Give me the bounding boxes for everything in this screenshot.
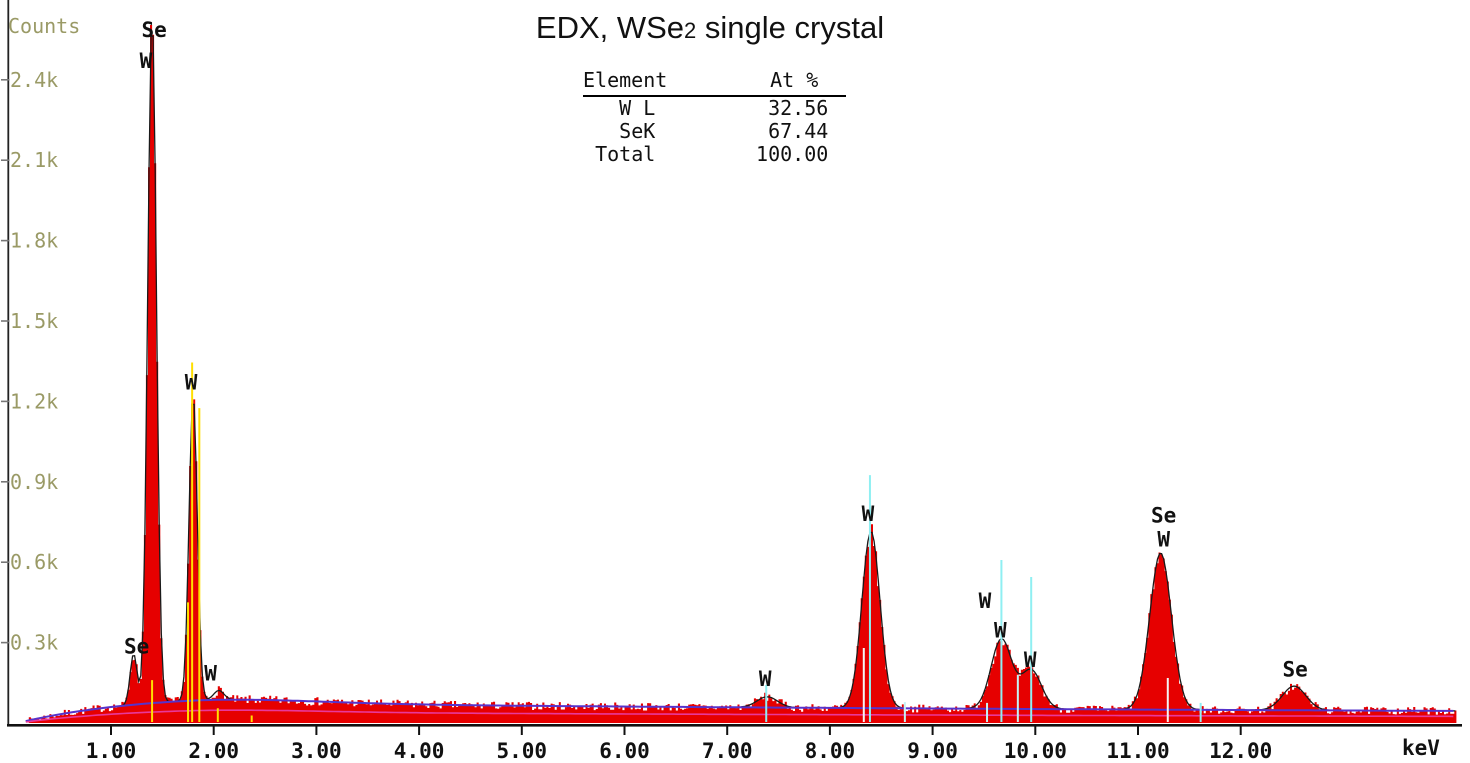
table-body: W L 32.56 SeK 67.44 Total 100.00 [583,96,846,166]
at-percent-cell: 67.44 [768,119,829,143]
y-tick-label: 1.8k [10,229,58,253]
y-tick-label: 1.5k [10,309,58,333]
peak-element-label: Se [1282,657,1307,681]
chart-title-pre: EDX, WSe [535,10,685,45]
y-tick-label: 2.4k [10,68,58,92]
peak-element-label: W [759,667,772,691]
peak-element-label: W [185,371,198,395]
x-tick-label: 2.00 [188,739,239,763]
peak-element-label: Se [1151,503,1176,527]
y-tick-label: 0.6k [10,550,58,574]
peak-element-label: W [140,49,153,73]
x-tick-label: 8.00 [805,739,856,763]
x-tick-label: 7.00 [702,739,753,763]
at-percent-cell: 100.00 [756,142,829,166]
peak-element-label: W [204,661,217,685]
chart-title: EDX, WSe2 single crystal [440,10,980,46]
x-tick-label: 4.00 [394,739,445,763]
secondary-background-line [25,709,1454,723]
x-tick-label: 12.00 [1209,739,1272,763]
y-tick-label: 0.9k [10,470,58,494]
element-cell: SeK [619,119,656,143]
x-tick-label: 3.00 [291,739,342,763]
x-tick-label: 11.00 [1106,739,1169,763]
table-header-row: Element At % [583,68,847,97]
x-tick-label: 5.00 [497,739,548,763]
element-cell: W L [619,96,656,120]
peak-element-label: W [862,502,875,526]
peak-element-label: Se [124,635,149,659]
peak-element-label: W [994,619,1007,643]
y-axis-line [7,0,10,726]
x-tick-label: 9.00 [907,739,958,763]
column-header-element: Element [583,68,668,97]
x-axis-unit: keV [1402,736,1440,760]
chart-title-post: single crystal [696,10,885,45]
x-tick-label: 1.00 [86,739,137,763]
y-tick-label: 0.3k [10,631,58,655]
quantification-table: Element At % W L 32.56 SeK 67.44 Total 100.00 [583,68,847,166]
background-fit-line [25,698,1454,723]
y-axis-title: Counts [8,14,81,38]
chart-title-subscript: 2 [684,18,697,43]
table-row: SeK 67.44 [583,120,846,143]
x-tick-label: 6.00 [599,739,650,763]
peak-element-label: Se [141,18,166,42]
x-tick-label: 10.00 [1004,739,1067,763]
table-row: W L 32.56 [583,96,846,120]
peak-element-label: W [979,589,992,613]
y-tick-label: 2.1k [10,148,58,172]
at-percent-cell: 32.56 [768,96,829,120]
x-axis-line [7,724,1462,727]
table-row: Total 100.00 [583,143,846,166]
y-tick-label: 1.2k [10,389,58,413]
peak-element-label: W [1157,527,1170,551]
peak-element-label: W [1024,648,1037,672]
column-header-at-percent: At % [667,68,847,97]
element-cell: Total [595,142,656,166]
